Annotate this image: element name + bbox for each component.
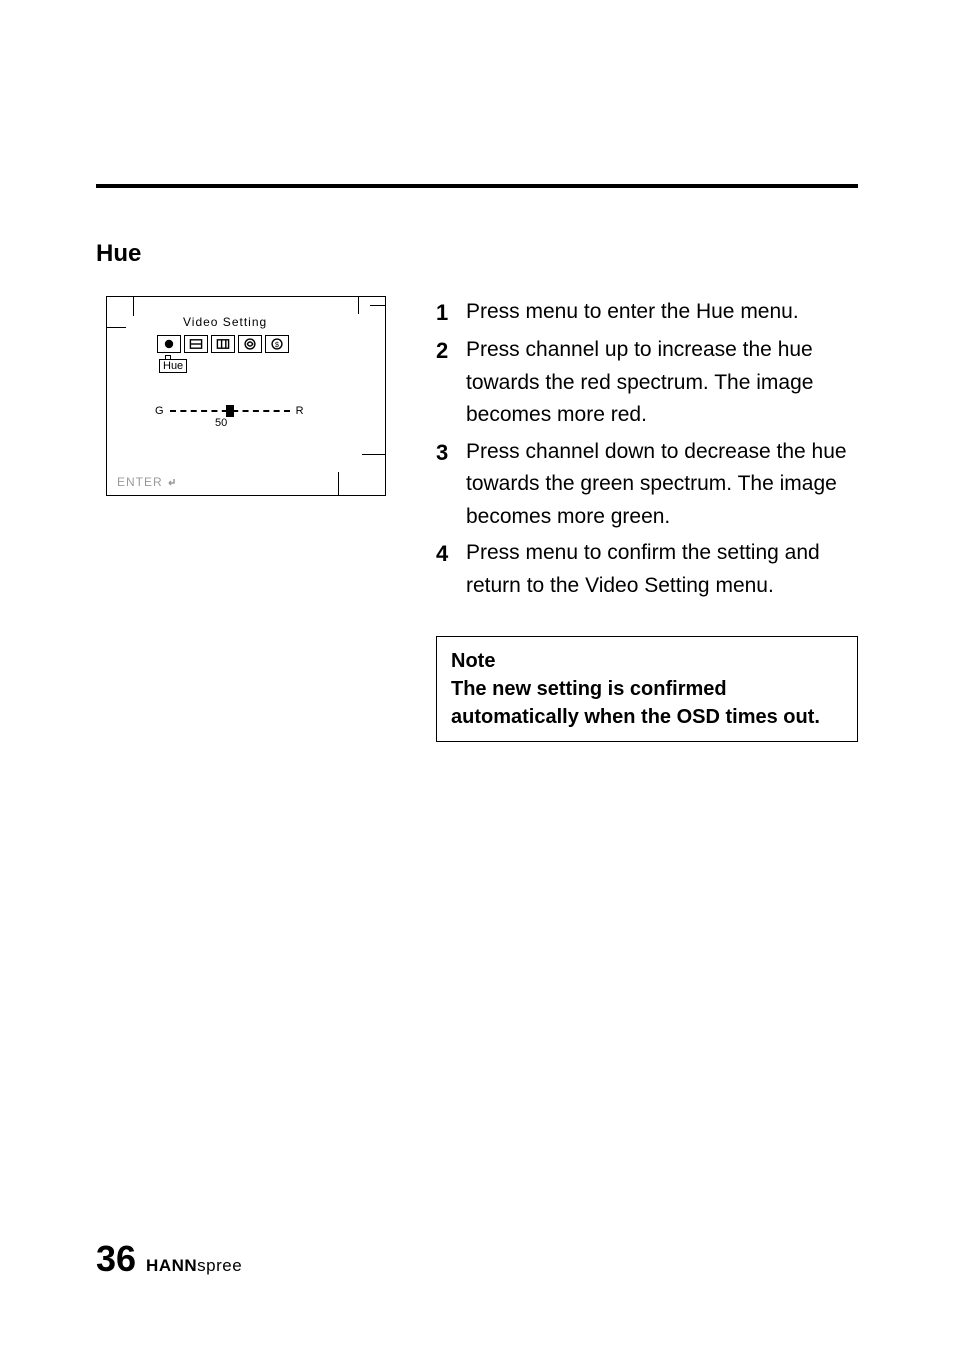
brand-logo: HANNspree [146, 1256, 242, 1276]
step-text: Press channel up to increase the hue tow… [466, 334, 858, 432]
osd-tab-icon [184, 335, 208, 353]
svg-text:$: $ [275, 342, 279, 349]
slider-left-label: G [155, 405, 164, 417]
section-title: Hue [96, 240, 858, 268]
osd-tab-icon [157, 335, 181, 353]
osd-title: Video Setting [183, 315, 267, 329]
osd-tab-icon: $ [265, 335, 289, 353]
header-rule [96, 184, 858, 188]
step-text: Press menu to enter the Hue menu. [466, 296, 799, 330]
osd-tab-icon [238, 335, 262, 353]
osd-tab-row: $ [157, 335, 289, 353]
note-box: Note The new setting is confirmed automa… [436, 636, 858, 742]
osd-slider: G R [155, 405, 304, 417]
slider-right-label: R [296, 405, 304, 417]
osd-current-setting: Hue [159, 359, 187, 373]
osd-enter-label: ENTER [117, 475, 177, 489]
page-footer: 36 HANNspree [96, 1238, 242, 1280]
return-icon [165, 476, 177, 488]
note-heading: Note [451, 647, 843, 675]
osd-figure: Video Setting $ Hue G R [96, 296, 396, 496]
slider-value: 50 [215, 417, 227, 429]
slider-thumb-icon [226, 405, 234, 417]
step-text: Press menu to confirm the setting and re… [466, 537, 858, 602]
osd-tab-icon [211, 335, 235, 353]
step-text: Press channel down to decrease the hue t… [466, 436, 858, 534]
note-body: The new setting is confirmed automatical… [451, 675, 843, 731]
page-number: 36 [96, 1238, 136, 1280]
instruction-list: Press menu to enter the Hue menu. Press … [436, 296, 858, 602]
